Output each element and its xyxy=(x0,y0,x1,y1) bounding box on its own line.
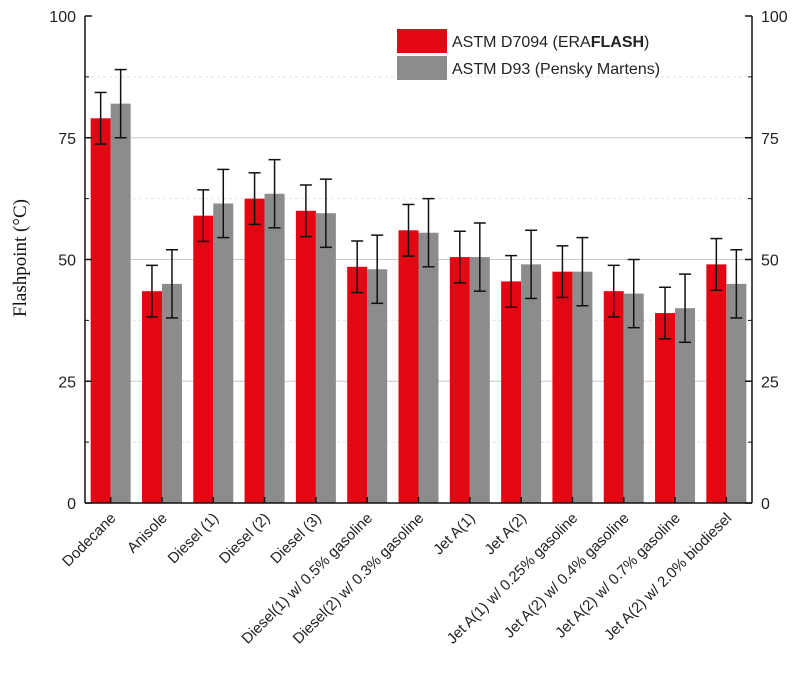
error-bars xyxy=(94,68,743,344)
legend-item-d7094: ASTM D7094 (ERAFLASH) xyxy=(397,29,649,53)
bar-d93-9 xyxy=(572,271,593,503)
error-bar-d93-0 xyxy=(114,68,127,139)
bar-d93-0 xyxy=(110,103,131,503)
bar-d7094-7 xyxy=(449,257,470,503)
bar-d93-7 xyxy=(469,257,490,503)
bar-d7094-1 xyxy=(141,291,162,503)
y-tick-label-left: 75 xyxy=(58,131,76,148)
error-bar-d7094-7 xyxy=(453,230,466,284)
error-bar-d7094-1 xyxy=(145,264,158,318)
y-tick-label-left: 100 xyxy=(49,9,76,26)
bar-d93-1 xyxy=(161,283,182,503)
error-bar-d93-11 xyxy=(679,273,692,344)
bar-d7094-11 xyxy=(655,313,676,503)
category-label: Jet A(1) xyxy=(430,510,479,559)
legend: ASTM D7094 (ERAFLASH) ASTM D93 (Pensky Ma… xyxy=(397,29,660,80)
bar-d93-12 xyxy=(726,283,747,503)
error-bar-d93-7 xyxy=(473,222,486,292)
error-bar-d93-4 xyxy=(319,178,332,249)
legend-item-d93: ASTM D93 (Pensky Martens) xyxy=(397,56,660,80)
bar-d93-10 xyxy=(623,293,644,503)
bar-d93-8 xyxy=(521,264,542,503)
category-label: Diesel (1) xyxy=(165,510,222,567)
error-bar-d93-10 xyxy=(627,258,640,329)
error-bar-d7094-11 xyxy=(659,286,672,340)
bar-d93-3 xyxy=(264,193,285,503)
category-label: Diesel (2) xyxy=(216,510,273,567)
error-bar-d7094-0 xyxy=(94,91,107,145)
bar-d7094-3 xyxy=(244,198,265,503)
error-bar-d93-9 xyxy=(576,236,589,307)
bar-d93-11 xyxy=(675,308,696,503)
bar-d93-5 xyxy=(367,269,388,503)
error-bar-d7094-10 xyxy=(607,264,620,318)
error-bar-d93-1 xyxy=(165,249,178,319)
y-axis-label: Flashpoint (°C) xyxy=(10,199,31,317)
bar-d7094-5 xyxy=(347,266,368,503)
bar-d93-2 xyxy=(213,203,234,503)
error-bar-d7094-9 xyxy=(556,245,569,299)
error-bar-d93-2 xyxy=(217,168,230,239)
bar-d7094-6 xyxy=(398,230,419,503)
error-bar-d93-8 xyxy=(525,229,538,300)
error-bar-d93-12 xyxy=(730,249,743,319)
legend-swatch-d93 xyxy=(397,56,447,80)
error-bar-d7094-3 xyxy=(248,172,261,226)
bar-d7094-4 xyxy=(295,210,316,504)
error-bar-d7094-2 xyxy=(197,189,210,243)
y-tick-label-right: 25 xyxy=(761,374,779,391)
bar-d93-4 xyxy=(315,213,336,504)
category-label: Dodecane xyxy=(59,510,119,570)
bar-d7094-10 xyxy=(603,291,624,503)
error-bar-d7094-6 xyxy=(402,203,415,257)
bars xyxy=(90,103,747,504)
error-bar-d93-5 xyxy=(371,234,384,305)
y-tick-label-right: 0 xyxy=(761,496,770,513)
bar-d7094-8 xyxy=(501,281,522,503)
y-tick-label-right: 100 xyxy=(761,9,788,26)
bar-d7094-12 xyxy=(706,264,727,503)
category-label: Anisole xyxy=(124,510,171,557)
axis-ticks: 0 0 25 25 50 50 75 75 100 100 xyxy=(49,9,788,513)
bar-d7094-2 xyxy=(193,215,214,504)
error-bar-d7094-12 xyxy=(710,237,723,291)
y-tick-label-right: 75 xyxy=(761,131,779,148)
y-tick-label-left: 0 xyxy=(67,496,76,513)
bar-d93-6 xyxy=(418,232,439,503)
bar-d7094-9 xyxy=(552,271,573,503)
y-tick-label-right: 50 xyxy=(761,253,779,270)
error-bar-d93-6 xyxy=(422,197,435,268)
legend-label-d93: ASTM D93 (Pensky Martens) xyxy=(452,61,660,78)
error-bar-d7094-4 xyxy=(299,184,312,238)
bar-d7094-0 xyxy=(90,118,111,504)
y-tick-label-left: 50 xyxy=(58,253,76,270)
y-tick-label-left: 25 xyxy=(58,374,76,391)
error-bar-d7094-5 xyxy=(351,240,364,294)
legend-swatch-d7094 xyxy=(397,29,447,53)
error-bar-d93-3 xyxy=(268,158,281,229)
error-bar-d7094-8 xyxy=(505,254,518,308)
legend-label-d7094: ASTM D7094 (ERAFLASH) xyxy=(452,34,649,51)
category-label: Jet A(2) xyxy=(481,510,530,559)
